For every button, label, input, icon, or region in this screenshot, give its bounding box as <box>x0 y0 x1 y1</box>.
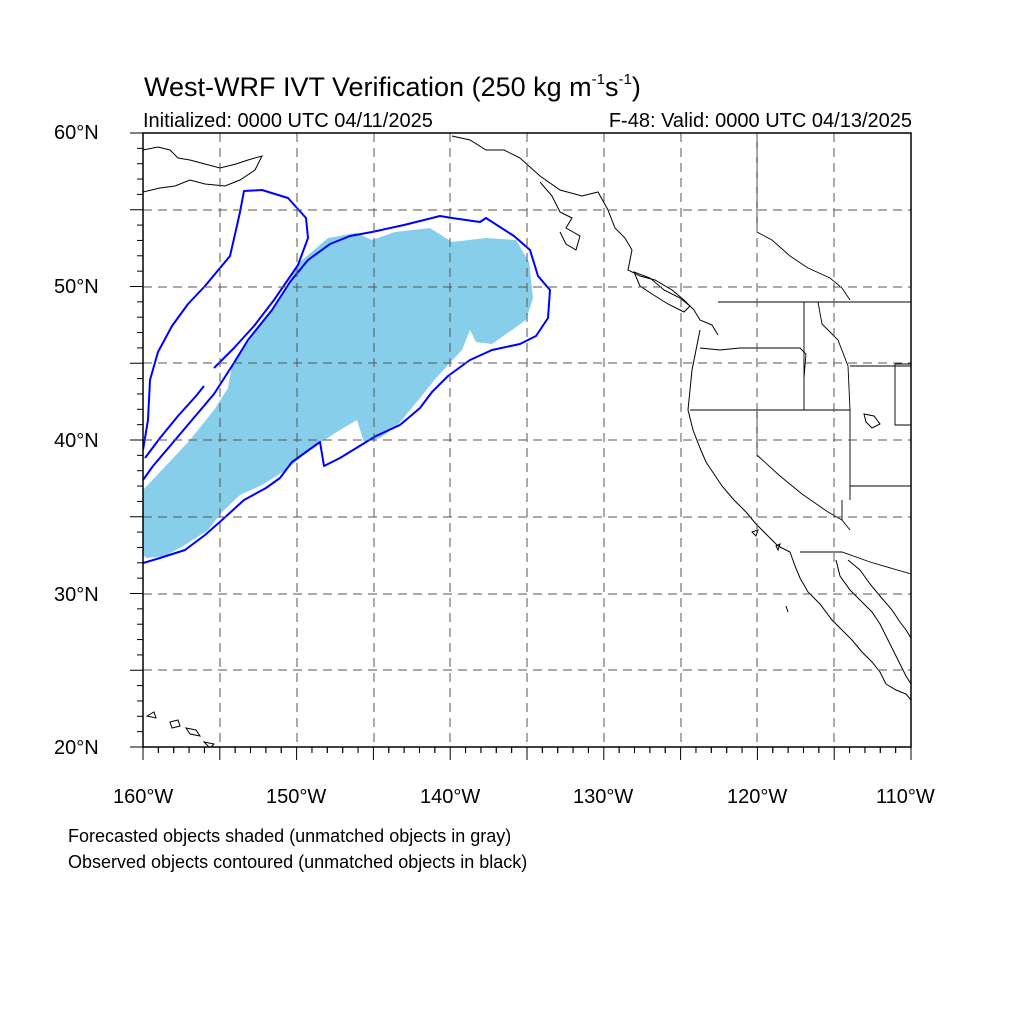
lon-label-130w: 130°W <box>573 786 634 808</box>
observed-note: Observed objects contoured (unmatched ob… <box>68 852 528 872</box>
observed-contour-north-arm <box>143 189 309 451</box>
plot-frame <box>142 132 912 748</box>
lat-label-50n: 50°N <box>54 276 99 298</box>
grid-lines <box>143 133 911 747</box>
us-west-coast <box>687 329 791 553</box>
political-boundaries <box>690 133 911 575</box>
us-mexico-border <box>800 551 911 575</box>
valid-label: F-48: Valid: 0000 UTC 04/13/2025 <box>608 110 912 132</box>
vancouver-island <box>633 271 691 313</box>
lon-label-110w: 110°W <box>876 786 935 808</box>
wyoming-border <box>894 363 911 426</box>
lon-label-120w: 120°W <box>727 786 788 808</box>
panhandle-islands <box>539 181 581 251</box>
mexico-mainland <box>847 559 911 639</box>
axis-ticks <box>130 132 912 760</box>
idaho-montana-border <box>817 301 851 411</box>
lon-label-150w: 150°W <box>266 786 327 808</box>
map-title: West-WRF IVT Verification (250 kg m-1s-1… <box>144 71 641 102</box>
alaska-coast <box>143 146 263 193</box>
coastlines <box>143 135 911 747</box>
california-nevada-border <box>756 410 843 521</box>
hawaii-islands <box>145 711 216 747</box>
baja-coast <box>789 551 887 685</box>
baja-inner <box>835 559 911 685</box>
lat-label-30n: 30°N <box>54 584 99 606</box>
bc-coast <box>627 249 719 336</box>
washington-oregon-border <box>699 347 807 379</box>
forecast-object <box>143 228 533 558</box>
observed-contour-main <box>143 215 551 564</box>
lat-label-20n: 20°N <box>54 737 99 759</box>
observed-object-contours <box>143 189 551 564</box>
great-salt-lake <box>863 413 881 429</box>
mexico-coast-south <box>885 683 911 701</box>
forecast-note: Forecasted objects shaded (unmatched obj… <box>68 826 512 846</box>
lat-label-40n: 40°N <box>54 430 99 452</box>
lat-label-60n: 60°N <box>54 122 99 144</box>
lon-label-140w: 140°W <box>420 786 481 808</box>
bc-alberta-border <box>756 133 851 301</box>
observed-contour-inner <box>144 385 205 459</box>
channel-islands <box>751 529 789 613</box>
lon-label-160w: 160°W <box>113 786 174 808</box>
initialized-label: Initialized: 0000 UTC 04/11/2025 <box>143 110 433 132</box>
alaska-coast-east <box>451 135 633 251</box>
nevada-arizona-border <box>841 500 851 531</box>
